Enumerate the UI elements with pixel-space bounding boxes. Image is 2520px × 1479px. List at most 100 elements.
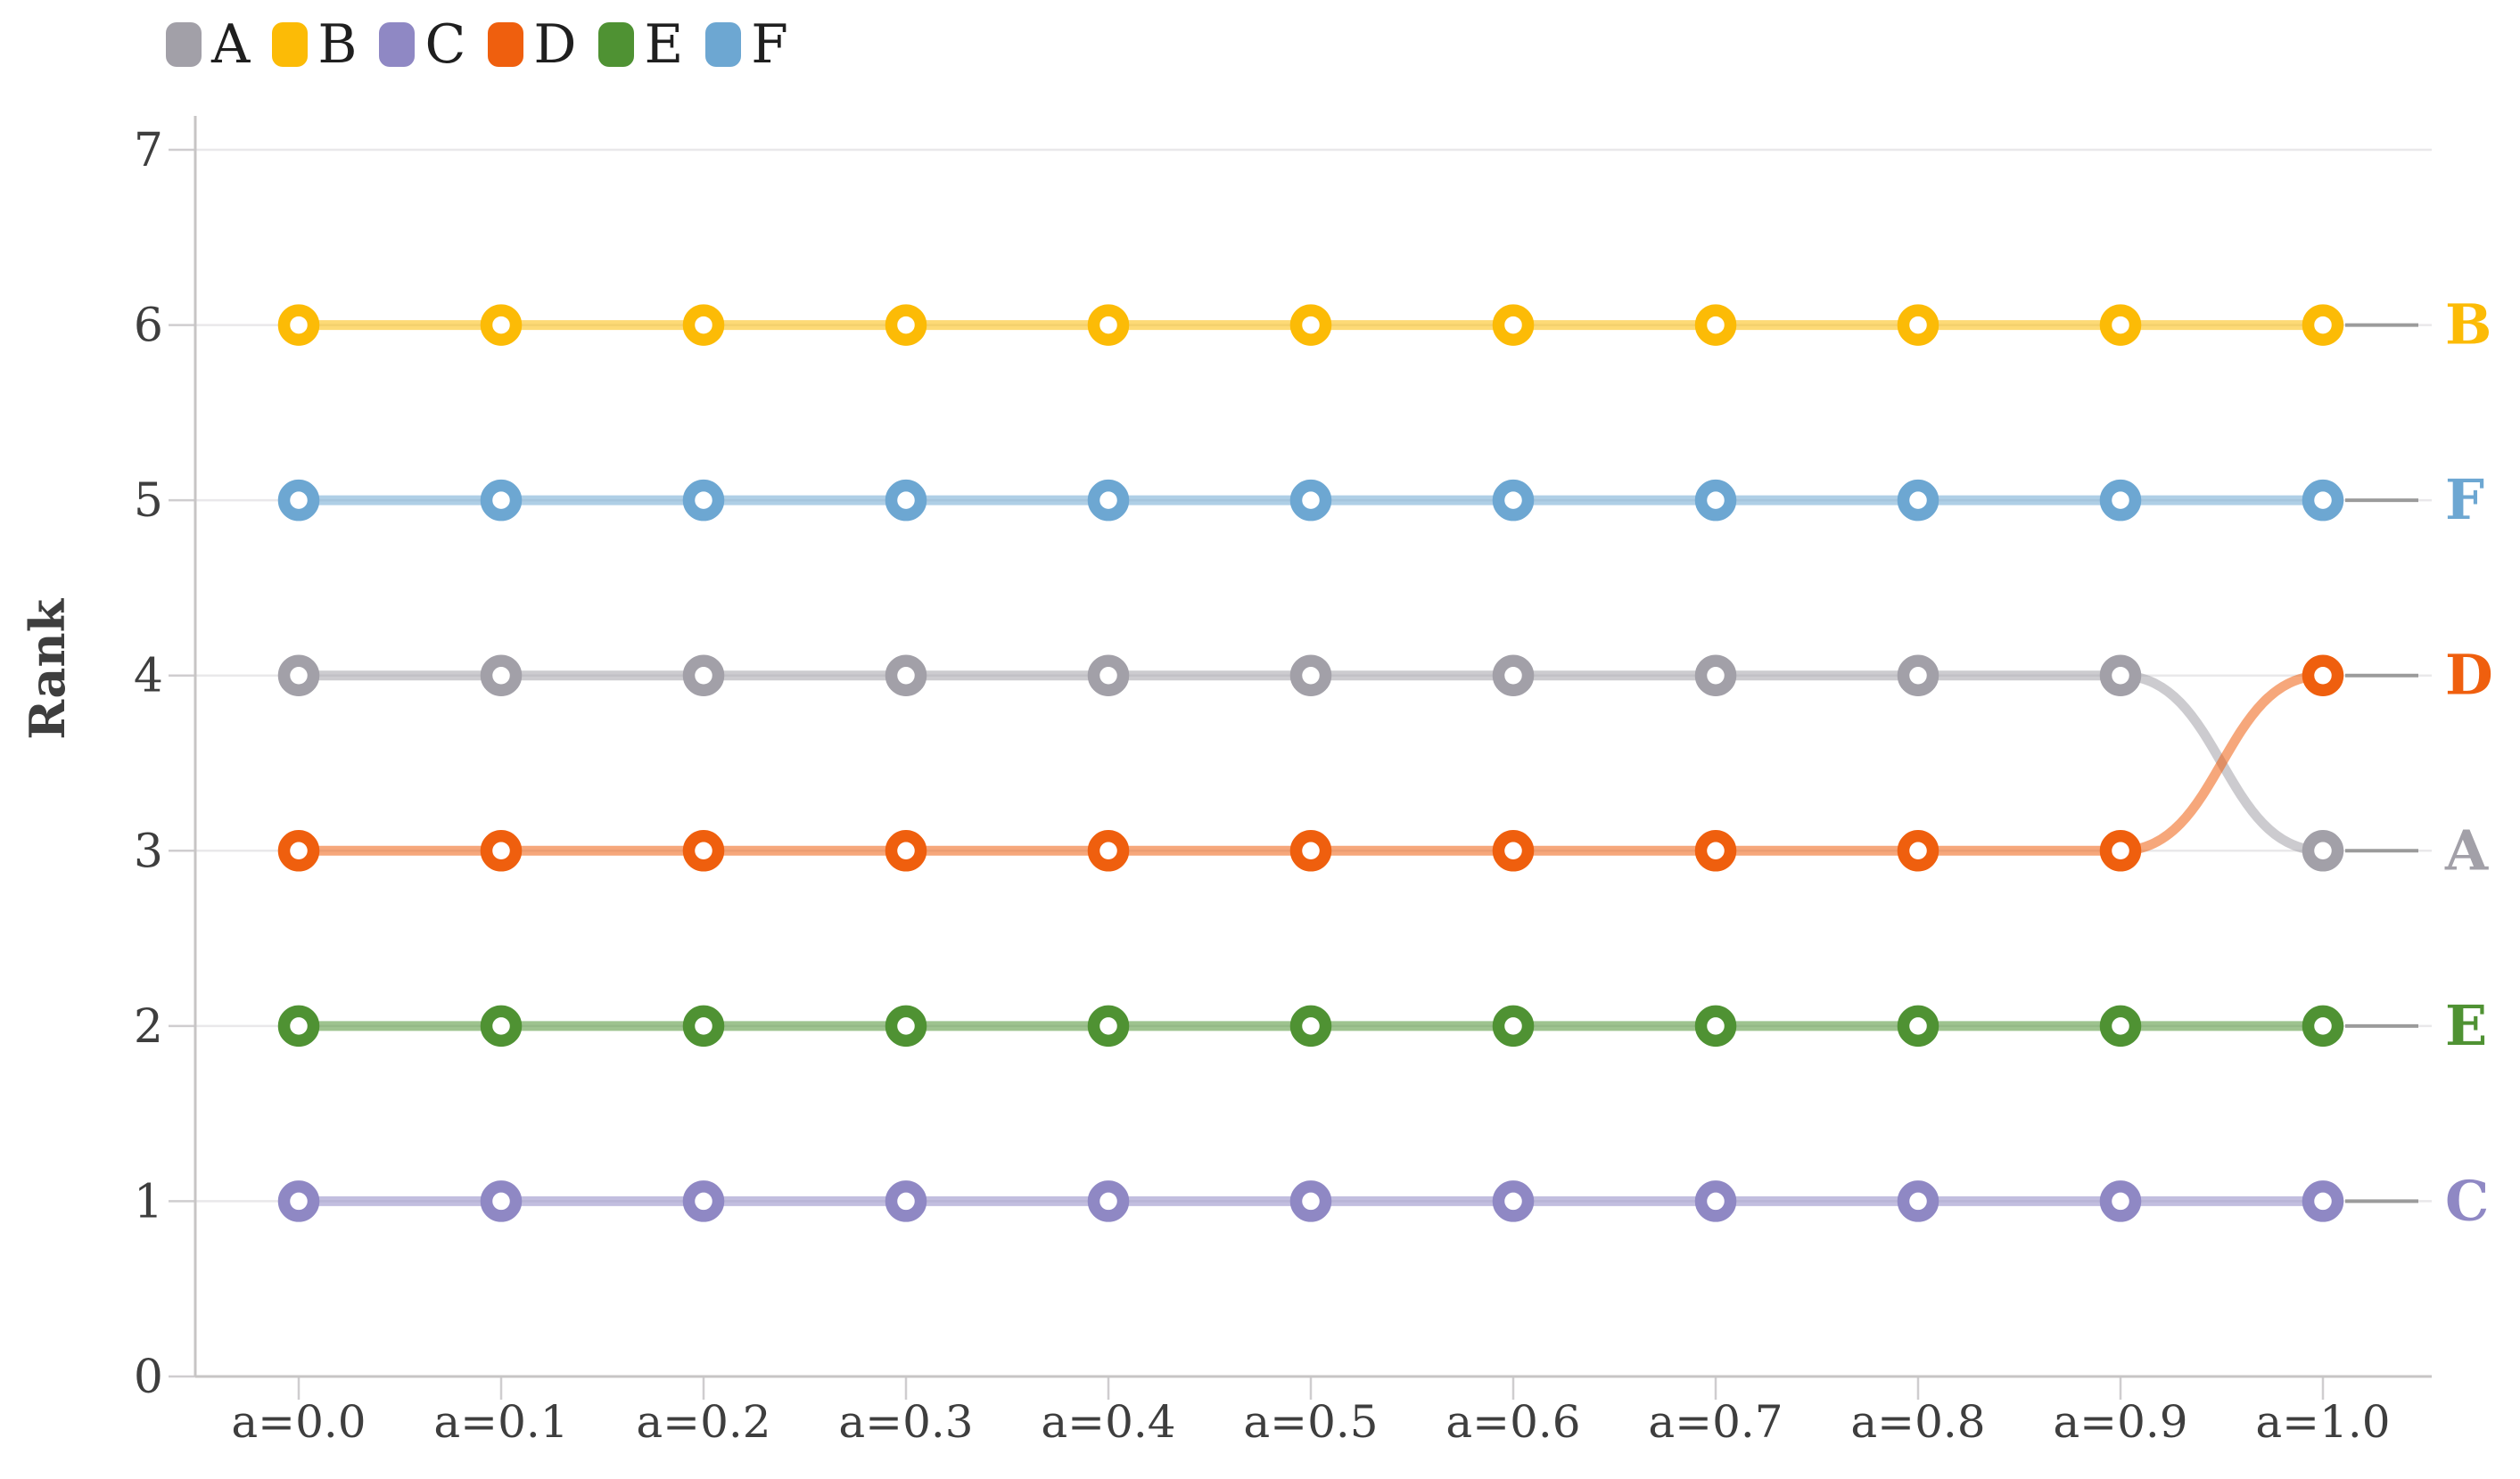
legend-item-F: F xyxy=(705,18,788,71)
data-point-D-0 xyxy=(277,830,320,872)
series-D xyxy=(277,654,2344,872)
series-B xyxy=(277,304,2344,346)
x-tick-label-7: a=0.7 xyxy=(1648,1396,1783,1448)
data-point-D-9 xyxy=(2099,830,2142,872)
x-tick-label-8: a=0.8 xyxy=(1850,1396,1985,1448)
x-tick-label-9: a=0.9 xyxy=(2053,1396,2187,1448)
series-end-label-B: B xyxy=(2445,292,2491,357)
data-point-A-2 xyxy=(682,654,725,696)
x-tick-label-2: a=0.2 xyxy=(636,1396,770,1448)
legend-label-D: D xyxy=(533,13,577,76)
data-point-F-3 xyxy=(885,479,927,522)
series-end-label-E: E xyxy=(2445,993,2487,1058)
data-point-D-4 xyxy=(1087,830,1130,872)
legend-item-C: C xyxy=(379,18,465,71)
data-point-A-8 xyxy=(1897,654,1939,696)
data-point-D-3 xyxy=(885,830,927,872)
y-tick-label-7: 7 xyxy=(134,124,163,177)
data-point-E-7 xyxy=(1694,1005,1737,1048)
data-point-E-0 xyxy=(277,1005,320,1048)
series-line-D xyxy=(293,670,2328,856)
data-point-E-2 xyxy=(682,1005,725,1048)
axis-ticks xyxy=(169,148,2325,1400)
data-point-C-10 xyxy=(2302,1180,2344,1222)
data-point-B-5 xyxy=(1289,304,1332,346)
x-tick-label-10: a=1.0 xyxy=(2255,1396,2390,1448)
data-point-D-2 xyxy=(682,830,725,872)
x-tick-label-3: a=0.3 xyxy=(838,1396,973,1448)
legend-item-E: E xyxy=(598,18,683,71)
data-point-C-2 xyxy=(682,1180,725,1222)
data-point-C-7 xyxy=(1694,1180,1737,1222)
series-end-label-C: C xyxy=(2445,1168,2489,1233)
data-point-B-6 xyxy=(1492,304,1535,346)
data-point-B-7 xyxy=(1694,304,1737,346)
data-point-C-1 xyxy=(480,1180,523,1222)
legend-swatch-F xyxy=(705,22,742,67)
data-point-F-5 xyxy=(1289,479,1332,522)
series-end-label-D: D xyxy=(2445,643,2493,708)
series-C xyxy=(277,1180,2344,1222)
data-point-E-6 xyxy=(1492,1005,1535,1048)
legend-swatch-B xyxy=(272,22,309,67)
y-tick-label-1: 1 xyxy=(134,1175,163,1228)
legend-label-C: C xyxy=(424,13,466,76)
axis-domain xyxy=(194,116,2432,1378)
data-point-F-10 xyxy=(2302,479,2344,522)
series-F xyxy=(277,479,2344,522)
data-point-B-3 xyxy=(885,304,927,346)
data-point-E-5 xyxy=(1289,1005,1332,1048)
axis-labels: 0 1 2 3 4 5 6 7 a=0.0 a=0.1 a=0.2 a=0.3 a=0.4 a=0.5 a=… xyxy=(134,124,2391,1448)
data-point-C-0 xyxy=(277,1180,320,1222)
y-tick-label-6: 6 xyxy=(134,300,163,353)
legend-label-E: E xyxy=(644,13,684,76)
data-point-B-4 xyxy=(1087,304,1130,346)
data-point-A-7 xyxy=(1694,654,1737,696)
y-tick-label-0: 0 xyxy=(134,1351,163,1404)
series-A xyxy=(277,654,2344,872)
data-point-A-6 xyxy=(1492,654,1535,696)
data-point-D-5 xyxy=(1289,830,1332,872)
data-point-D-6 xyxy=(1492,830,1535,872)
data-point-E-1 xyxy=(480,1005,523,1048)
legend-label-B: B xyxy=(317,13,358,76)
data-point-F-1 xyxy=(480,479,523,522)
legend-label-F: F xyxy=(751,13,788,76)
x-tick-label-1: a=0.1 xyxy=(433,1396,568,1448)
y-tick-label-4: 4 xyxy=(134,650,163,703)
leader-lines xyxy=(2345,323,2418,1204)
data-point-D-1 xyxy=(480,830,523,872)
legend-swatch-E xyxy=(598,22,635,67)
data-point-B-0 xyxy=(277,304,320,346)
data-point-F-8 xyxy=(1897,479,1939,522)
data-point-B-1 xyxy=(480,304,523,346)
data-point-B-2 xyxy=(682,304,725,346)
data-point-A-1 xyxy=(480,654,523,696)
data-point-F-2 xyxy=(682,479,725,522)
x-tick-label-4: a=0.4 xyxy=(1041,1396,1175,1448)
data-point-E-9 xyxy=(2099,1005,2142,1048)
data-point-E-8 xyxy=(1897,1005,1939,1048)
data-point-D-10 xyxy=(2302,654,2344,696)
data-point-B-8 xyxy=(1897,304,1939,346)
data-point-F-6 xyxy=(1492,479,1535,522)
data-point-E-4 xyxy=(1087,1005,1130,1048)
series-line-A xyxy=(293,670,2328,856)
x-tick-label-6: a=0.6 xyxy=(1445,1396,1580,1448)
data-point-A-4 xyxy=(1087,654,1130,696)
data-point-A-5 xyxy=(1289,654,1332,696)
y-tick-label-2: 2 xyxy=(134,1000,163,1054)
data-point-C-9 xyxy=(2099,1180,2142,1222)
legend-item-B: B xyxy=(272,18,357,71)
legend-item-A: A xyxy=(166,18,250,71)
data-point-C-4 xyxy=(1087,1180,1130,1222)
legend-swatch-A xyxy=(166,22,202,67)
data-point-A-0 xyxy=(277,654,320,696)
legend-item-D: D xyxy=(488,18,576,71)
data-point-E-3 xyxy=(885,1005,927,1048)
series-end-label-A: A xyxy=(2444,818,2489,883)
y-tick-label-3: 3 xyxy=(134,825,163,878)
